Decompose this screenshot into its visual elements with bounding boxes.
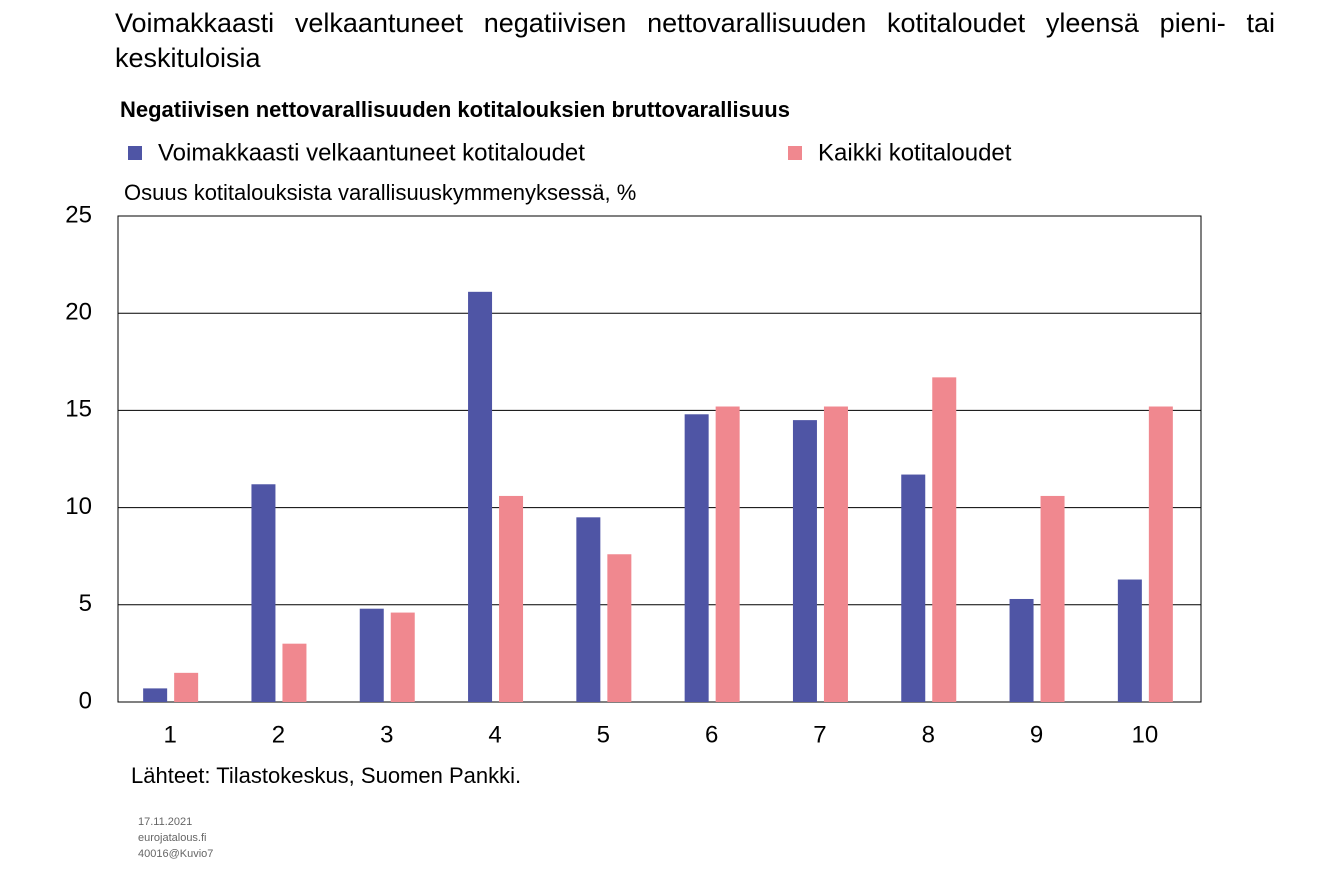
footnote: eurojatalous.fi (138, 832, 207, 844)
x-tick-label: 6 (705, 721, 718, 748)
bar (359, 608, 384, 702)
y-tick-label: 25 (65, 201, 92, 228)
bar (823, 406, 848, 702)
bar (1117, 579, 1142, 702)
bar (251, 484, 276, 702)
legend-swatch (128, 146, 142, 160)
bar (499, 495, 524, 702)
x-tick-label: 1 (163, 721, 176, 748)
bar (1040, 495, 1065, 702)
y-tick-label: 20 (65, 299, 92, 326)
bar (390, 612, 415, 702)
bar (1148, 406, 1173, 702)
y-tick-label: 15 (65, 396, 92, 423)
plot-frame (117, 215, 1202, 703)
legend-label: Voimakkaasti velkaantuneet kotitaloudet (158, 139, 585, 166)
y-axis-label: Osuus kotitalouksista varallisuuskymmeny… (124, 180, 636, 205)
x-tick-label: 9 (1030, 721, 1043, 748)
footnote: 17.11.2021 (138, 816, 192, 828)
bar (607, 554, 632, 702)
bar (576, 517, 601, 702)
y-tick-label: 0 (79, 687, 92, 714)
bar (1009, 598, 1034, 702)
legend-swatch (788, 146, 802, 160)
y-tick-label: 10 (65, 493, 92, 520)
chart-subtitle: Negatiivisen nettovarallisuuden kotitalo… (120, 97, 790, 122)
bar (684, 414, 709, 702)
x-tick-label: 10 (1131, 721, 1158, 748)
bar (932, 377, 957, 702)
chart-title: Voimakkaasti velkaantuneet negatiivisen … (115, 8, 1275, 73)
bar (468, 291, 493, 702)
x-tick-label: 2 (272, 721, 285, 748)
bar (901, 474, 926, 702)
y-tick-label: 5 (79, 590, 92, 617)
x-tick-label: 7 (813, 721, 826, 748)
source: Lähteet: Tilastokeskus, Suomen Pankki. (131, 763, 521, 788)
bar (282, 643, 307, 702)
bar (792, 420, 817, 702)
x-tick-label: 3 (380, 721, 393, 748)
bar (143, 688, 168, 702)
x-tick-label: 8 (922, 721, 935, 748)
bar (715, 406, 740, 702)
legend-label: Kaikki kotitaloudet (818, 139, 1012, 166)
bar (174, 672, 199, 702)
x-tick-label: 5 (597, 721, 610, 748)
x-tick-label: 4 (488, 721, 501, 748)
footnote: 40016@Kuvio7 (138, 848, 213, 860)
